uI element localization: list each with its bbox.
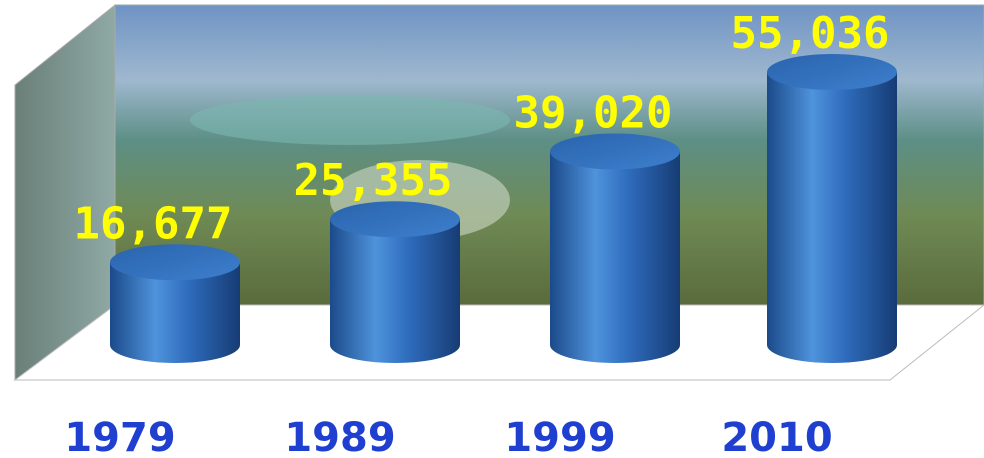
cylinder-top bbox=[330, 201, 460, 237]
x-tick-label: 1999 bbox=[504, 415, 615, 458]
value-label: 25,355 bbox=[294, 155, 453, 206]
cylinder-top bbox=[767, 54, 897, 90]
cylinder bbox=[110, 244, 240, 363]
cylinder bbox=[767, 54, 897, 363]
x-tick-label: 1979 bbox=[64, 415, 175, 458]
cylinder-top bbox=[110, 244, 240, 280]
cylinder-body bbox=[330, 219, 460, 363]
cylinder-body bbox=[767, 72, 897, 363]
page: 16,677 1979 25,355 1989 39,020 1999 55,036 2010… bbox=[0, 0, 984, 458]
x-tick-label: 2010 bbox=[721, 415, 832, 458]
cylinder-top bbox=[550, 133, 680, 169]
sea bbox=[190, 95, 510, 145]
value-label: 16,677 bbox=[74, 198, 233, 249]
x-tick-label: 1989 bbox=[284, 415, 395, 458]
value-label: 39,020 bbox=[514, 87, 673, 138]
value-label: 55,036 bbox=[731, 8, 890, 59]
cylinder bbox=[330, 201, 460, 363]
cylinder-body bbox=[550, 151, 680, 363]
chart: 16,677 1979 25,355 1989 39,020 1999 55,036 2010 bbox=[0, 0, 984, 458]
cylinder bbox=[550, 133, 680, 363]
